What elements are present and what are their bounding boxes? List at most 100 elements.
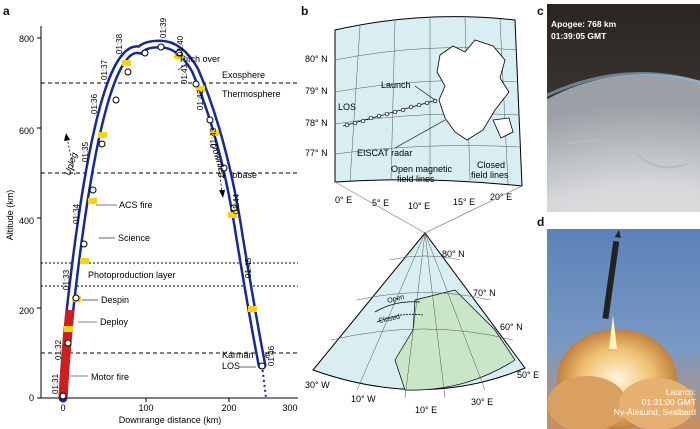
map-figure: 80° N 79° N 78° N 77° N 0° E 5° E 10° E …: [305, 16, 539, 415]
x-ticks: 0 100 200 300: [60, 398, 298, 413]
open-boundary-line: [374, 301, 421, 313]
acs-fire-label: ACS fire: [119, 200, 153, 210]
lon-label: 5° E: [372, 198, 389, 208]
lon-label: 20° E: [490, 192, 512, 202]
lower-lat-label: 70° N: [473, 288, 496, 298]
x-tick-label: 100: [138, 403, 153, 413]
y-tick-label: 200: [19, 306, 34, 316]
los-label: LOS: [222, 361, 240, 371]
apogee-photo-image: [547, 4, 700, 212]
connector-line: [334, 181, 426, 234]
exobase-label: Exobase: [222, 170, 257, 180]
lon-label: 0° E: [335, 195, 352, 205]
time-label: 01:44: [232, 193, 241, 214]
closed-label: Closed: [378, 314, 401, 325]
launch-photo: Launch: 01:31:00 GMT Ny-Ålesund, Svalbar…: [547, 229, 700, 429]
closed-boundary-line: [376, 313, 424, 323]
lower-lon-label: 30° E: [471, 397, 493, 407]
lower-map-labels: 80° N 70° N 60° N 50° E 30° W 10° W 10° …: [305, 249, 539, 415]
x-tick-label: 300: [282, 403, 297, 413]
lat-label: 78° N: [305, 118, 328, 128]
lower-lon-label: 30° W: [305, 380, 330, 390]
eiscat-label: EISCAT radar: [357, 148, 412, 158]
time-label: 01:46: [267, 345, 276, 366]
trajectory-chart: 0 200 400 600 800 0 100 200 300 Downrang…: [5, 17, 298, 425]
deploy-label: Deploy: [100, 317, 129, 327]
thermosphere-label: Thermosphere: [222, 89, 281, 99]
exosphere-label: Exosphere: [222, 70, 265, 80]
event-labels: Pitch over ACS fire Science Despin Deplo…: [70, 54, 256, 382]
lat-label: 80° N: [305, 54, 328, 64]
x-tick-label: 200: [221, 403, 236, 413]
open-lines-label-1: Open magnetic: [391, 164, 453, 174]
time-label: 01:33: [62, 269, 71, 290]
time-label: 01:40: [176, 35, 185, 56]
x-axis-label: Downrange distance (km): [119, 415, 222, 425]
time-label: 01:35: [81, 141, 90, 162]
time-label: 01:34: [72, 203, 81, 224]
panel-d-letter: d: [537, 215, 545, 229]
island-land: [492, 117, 514, 139]
lower-lat-label: 80° N: [442, 249, 465, 259]
launch-caption-2: 01:31:00 GMT: [641, 397, 696, 407]
pitch-over-label: Pitch over: [180, 54, 220, 64]
apogee-caption-2: 01:39:05 GMT: [551, 31, 607, 41]
time-label: 01:36: [90, 93, 99, 114]
launch-label: Launch: [381, 80, 411, 90]
time-label: 01:37: [100, 59, 109, 80]
closed-lines-label-1: Closed: [477, 160, 505, 170]
lower-lon-label: 10° E: [415, 405, 437, 415]
time-markers: [59, 43, 266, 400]
lower-lon-label: 10° W: [351, 394, 376, 404]
y-ticks: 0 200 400 600 800: [19, 34, 41, 403]
y-tick-label: 0: [29, 393, 34, 403]
lower-map-graticule: [330, 232, 514, 399]
time-label: 01:42: [196, 89, 205, 110]
time-label: 01:43: [209, 127, 218, 148]
motor-fire-label: Motor fire: [91, 372, 129, 382]
science-label: Science: [118, 233, 150, 243]
time-label: 01:32: [54, 339, 63, 360]
lower-lat-label: 50° E: [517, 370, 539, 380]
time-label: 01:31: [51, 373, 60, 394]
upper-map-graticule: [334, 17, 521, 185]
map-los-label: LOS: [338, 102, 356, 112]
open-lines-label-2: field lines: [397, 174, 435, 184]
despin-label: Despin: [101, 295, 129, 305]
y-tick-label: 600: [19, 126, 34, 136]
motor-fire-segment: [58, 309, 75, 399]
y-axis-label: Altitude (km): [5, 190, 15, 241]
time-label: 01:38: [115, 33, 124, 54]
y-tick-label: 800: [19, 34, 34, 44]
time-label: 01:45: [244, 257, 253, 278]
photoproduction-label: Photoproduction layer: [88, 270, 176, 280]
launch-caption-1: Launch:: [665, 387, 696, 397]
upper-map-labels: 80° N 79° N 78° N 77° N 0° E 5° E 10° E …: [305, 54, 512, 211]
x-tick-label: 0: [60, 403, 65, 413]
trajectory-after-los: [261, 364, 267, 399]
launch-photo-image: [547, 229, 700, 429]
panel-a-letter: a: [3, 4, 10, 18]
lon-label: 10° E: [408, 201, 430, 211]
apogee-photo: Apogee: 768 km 01:39:05 GMT: [547, 4, 700, 212]
apogee-caption-1: Apogee: 768 km: [551, 19, 617, 29]
panel-b-letter: b: [301, 4, 309, 18]
open-label: Open: [387, 294, 405, 305]
panel-c-letter: c: [537, 4, 544, 18]
lon-label: 15° E: [453, 197, 475, 207]
closed-lines-label-2: field lines: [471, 170, 509, 180]
lat-label: 77° N: [305, 148, 328, 158]
scandinavia-land: [394, 289, 516, 391]
connector-line: [424, 185, 523, 234]
lower-lat-label: 60° N: [500, 322, 523, 332]
time-label: 01:41: [180, 63, 189, 84]
lat-label: 79° N: [305, 86, 328, 96]
los-track: [342, 99, 438, 127]
time-labels: 01:31 01:32 01:33 01:34 01:35 01:36 01:3…: [51, 17, 276, 394]
y-tick-label: 400: [19, 216, 34, 226]
time-label: 01:39: [159, 17, 168, 38]
launch-caption-3: Ny-Ålesund, Svalbard: [613, 407, 696, 417]
svalbard-land: [436, 39, 510, 141]
karman-label: Kármán line: [222, 350, 270, 360]
track-markers: [344, 98, 438, 128]
